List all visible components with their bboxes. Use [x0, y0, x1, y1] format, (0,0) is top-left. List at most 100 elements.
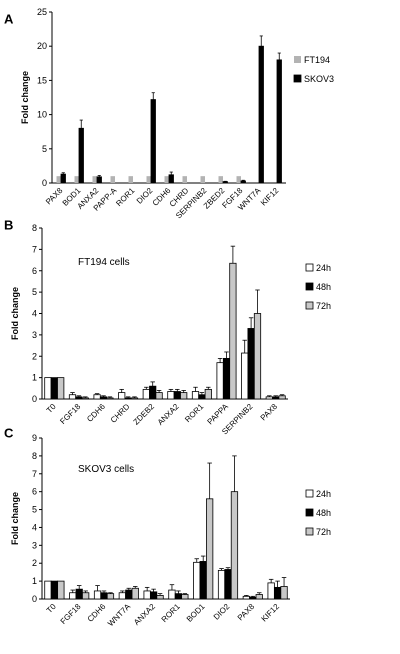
- panel-a-bar: [128, 176, 133, 183]
- panel-c-legend-label: 72h: [316, 527, 331, 537]
- panel-a-ytick-label: 20: [37, 41, 47, 51]
- panel-a-bar: [164, 176, 169, 183]
- panel-a-label: A: [4, 12, 14, 27]
- panel-c-bar: [156, 595, 164, 600]
- panel-b-ytick-label: 5: [32, 287, 37, 297]
- panel-b-legend-swatch: [305, 263, 314, 272]
- panel-c-bar: [199, 561, 207, 600]
- panel-b-bar: [106, 397, 114, 400]
- panel-a-legend-swatch: [294, 56, 301, 63]
- panel-c-ytick-label: 8: [32, 451, 37, 461]
- panel-b-bar: [93, 394, 101, 400]
- panel-a-legend-label: SKOV3: [304, 74, 334, 84]
- panel-a-bar: [222, 181, 228, 184]
- panel-b-ytick-label: 2: [32, 351, 37, 361]
- panel-a-bar: [240, 180, 246, 184]
- panel-b-legend-label: 48h: [316, 282, 331, 292]
- panel-c-category-label: ANXA2: [132, 602, 157, 627]
- panel-a-bar: [258, 45, 264, 184]
- panel-c-category-label: FGF18: [59, 602, 83, 626]
- panel-b-bar: [272, 396, 280, 400]
- panel-c-bar: [273, 586, 282, 600]
- panel-b-bar: [155, 392, 163, 400]
- panel-b-legend-swatch: [305, 282, 314, 291]
- panel-b-category-label: ANXA2: [156, 402, 181, 427]
- panel-a-bar: [146, 176, 151, 183]
- panel-b-bar: [75, 396, 83, 400]
- panel-a-bar: [96, 176, 102, 184]
- panel-c-category-label: T0: [45, 602, 58, 615]
- panel-a-bar: [92, 176, 97, 183]
- panel-a-category-label: KIF12: [259, 186, 281, 208]
- panel-a-ytick-label: 5: [42, 144, 47, 154]
- panel-b-bar: [81, 397, 89, 400]
- panel-b-bar: [198, 394, 206, 400]
- panel-a-bar: [56, 176, 61, 183]
- panel-b-bar: [222, 357, 231, 400]
- panel-a-legend-label: FT194: [304, 55, 330, 65]
- panel-c-bar: [100, 592, 108, 600]
- panel-c-bar: [44, 580, 52, 600]
- panel-c-bar: [118, 592, 126, 600]
- panel-b-bar: [167, 391, 175, 400]
- panel-b-legend-label: 72h: [316, 301, 331, 311]
- panel-a-ytick-label: 15: [37, 75, 47, 85]
- panel-b-bar: [142, 388, 150, 400]
- panel-c-ytick-label: 3: [32, 540, 37, 550]
- panel-c-bar: [174, 593, 183, 600]
- panel-c-bar: [93, 590, 102, 600]
- panel-c-category-label: WNT7A: [106, 602, 133, 629]
- panel-c-bar: [193, 561, 201, 600]
- panel-c-legend-swatch: [305, 508, 314, 517]
- panel-c-bar: [75, 588, 83, 600]
- panel-b-annotation: FT194 cells: [78, 257, 130, 268]
- panel-c-bar: [149, 591, 158, 600]
- panel-b-category-label: T0: [45, 402, 58, 415]
- panel-b-bar: [265, 396, 273, 400]
- panel-b-bar: [191, 391, 200, 400]
- panel-b-category-label: PAX8: [259, 402, 280, 423]
- panel-c-ytick-label: 2: [32, 558, 37, 568]
- panel-c-annotation: SKOV3 cells: [78, 464, 134, 475]
- panel-c-legend-label: 48h: [316, 508, 331, 518]
- panel-a-category-label: ROR1: [114, 186, 136, 208]
- panel-b: B 0 1 2 3 4 5 6 7 8 Fold change T0 FGF18 CDH6 CHRD ZDEB…: [4, 218, 331, 437]
- panel-c-legend-swatch: [305, 527, 314, 536]
- panel-c-ytick-label: 7: [32, 469, 37, 479]
- panel-b-legend-swatch: [305, 301, 314, 310]
- panel-a-bar: [168, 174, 174, 184]
- panel-a-bar: [74, 176, 79, 183]
- panel-c-ytick-label: 6: [32, 487, 37, 497]
- panel-c-bar: [168, 589, 176, 600]
- panel-c-bar: [57, 580, 65, 600]
- panel-c-bar: [280, 586, 288, 600]
- panel-b-bar: [204, 388, 212, 400]
- panel-b-bar: [247, 328, 255, 400]
- panel-a-bar: [200, 176, 205, 183]
- panel-c-ytick-label: 0: [32, 594, 37, 604]
- panel-c-bar: [82, 592, 90, 600]
- panel-c-category-label: DIO2: [212, 602, 232, 622]
- panel-b-ytick-label: 8: [32, 223, 37, 233]
- panel-c-y-axis-label: Fold change: [10, 492, 20, 545]
- panel-c-bar: [217, 569, 226, 600]
- panel-b-ytick-label: 7: [32, 244, 37, 254]
- panel-c-bar: [69, 592, 77, 600]
- panel-b-bar: [57, 377, 65, 400]
- panel-a-bar: [236, 176, 241, 183]
- panel-a-bar: [276, 59, 282, 184]
- panel-b-ytick-label: 6: [32, 266, 37, 276]
- panel-b-label: B: [4, 218, 13, 233]
- panel-b-bar: [278, 395, 286, 400]
- panel-c-category-label: CDH6: [86, 602, 108, 624]
- panel-b-bar: [124, 397, 132, 400]
- panel-c-ytick-label: 4: [32, 522, 37, 532]
- panel-c-label: C: [4, 426, 14, 441]
- panel-c-bar: [267, 582, 275, 600]
- panel-b-category-label: CHRD: [109, 402, 132, 425]
- panel-a-bar: [60, 173, 66, 184]
- panel-b-bar: [68, 394, 77, 400]
- panel-a-bar: [78, 127, 84, 184]
